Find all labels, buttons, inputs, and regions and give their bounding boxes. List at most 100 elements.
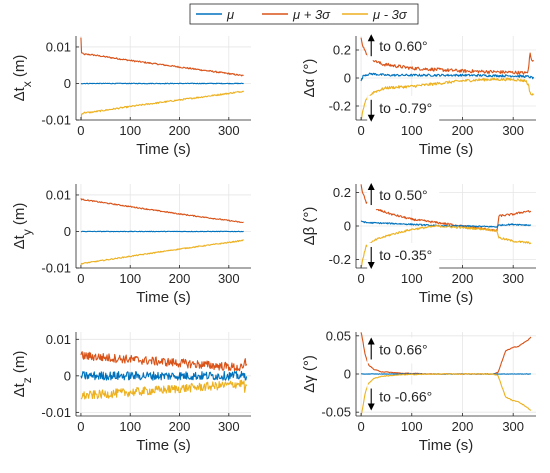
- annotation-text: to 0.50°: [379, 187, 427, 203]
- x-axis-label: Time (s): [136, 289, 190, 306]
- annotation-text: to -0.35°: [379, 247, 432, 263]
- series-group: [80, 351, 248, 400]
- y-tick-label: 0.01: [46, 187, 71, 202]
- annotation-text: to 0.66°: [379, 341, 427, 357]
- annotation-background: [367, 242, 440, 269]
- y-axis-label-unit: (°): [301, 207, 318, 227]
- annotation-up: to 0.50°: [367, 183, 440, 210]
- y-axis-label: Δty (m): [11, 203, 34, 250]
- x-tick-label: 200: [169, 271, 191, 286]
- panel-tz: 0 100 200 300 0.01 0 -0.01 Time (s) Δtz (m): [11, 332, 251, 454]
- y-tick-label: 0.2: [333, 43, 351, 58]
- x-tick-label: 200: [169, 419, 191, 434]
- annotation-background: [367, 337, 440, 364]
- x-tick-label: 200: [452, 123, 474, 138]
- x-tick-label: 200: [169, 123, 191, 138]
- x-tick-label: 200: [452, 419, 474, 434]
- annotation-background: [367, 183, 440, 210]
- x-tick-label: 300: [218, 419, 240, 434]
- annotation-down: to -0.66°: [367, 384, 440, 411]
- x-tick-label: 100: [119, 123, 141, 138]
- legend-box: [189, 3, 419, 25]
- series-mean: [80, 82, 244, 85]
- y-tick-label: -0.05: [321, 405, 351, 420]
- y-tick-label: -0.01: [41, 113, 71, 128]
- annotation-arrow-head: [367, 34, 375, 42]
- series-group: [360, 184, 532, 268]
- annotation-up: to 0.66°: [367, 337, 440, 364]
- series-group: [80, 37, 245, 120]
- y-axis-label: Δα (°): [301, 59, 318, 98]
- x-tick-label: 100: [119, 419, 141, 434]
- series-mean: [360, 72, 534, 82]
- y-tick-label: 0.05: [326, 328, 351, 343]
- y-tick-label: -0.01: [41, 261, 71, 276]
- legend-label-1: μ: [226, 7, 234, 22]
- series-upper: [360, 184, 532, 232]
- series-lower: [360, 77, 534, 120]
- annotation-arrow-head: [367, 183, 375, 191]
- y-axis-label-unit: (°): [301, 59, 318, 79]
- panel-beta: 0 100 200 300 0.2 0 -0.2 Time (s) Δβ (°) to 0.50°…: [301, 183, 536, 306]
- y-axis-label-symbol: Δγ: [301, 375, 318, 393]
- y-axis-label-symbol: Δα: [301, 78, 318, 97]
- x-tick-label: 0: [77, 419, 84, 434]
- y-tick-label: 0.2: [333, 185, 351, 200]
- x-axis-label: Time (s): [419, 141, 473, 158]
- x-axis-label: Time (s): [419, 289, 473, 306]
- x-tick-label: 300: [502, 271, 524, 286]
- y-axis-label: Δtz (m): [11, 351, 34, 398]
- annotation-arrow-head: [367, 114, 375, 122]
- legend-label-2: μ + 3σ: [292, 7, 331, 22]
- annotation-text: to -0.79°: [379, 100, 432, 116]
- legend: μ μ + 3σ μ - 3σ: [189, 3, 419, 25]
- annotation-up: to 0.60°: [367, 34, 440, 61]
- y-axis-label: Δtx (m): [11, 55, 34, 102]
- y-tick-label: 0: [64, 224, 71, 239]
- y-axis-label-subscript: z: [20, 377, 34, 383]
- panel-alpha: 0 100 200 300 0.2 0 -0.2 Time (s) Δα (°) to 0.60°…: [301, 34, 536, 158]
- y-tick-label: 0: [344, 219, 351, 234]
- x-tick-label: 100: [401, 123, 423, 138]
- x-axis-label: Time (s): [136, 437, 190, 454]
- series-lower: [360, 373, 532, 416]
- series-lower: [80, 90, 245, 120]
- series-lower: [80, 379, 248, 400]
- y-axis-label-symbol: Δβ: [301, 226, 318, 245]
- x-tick-label: 300: [218, 271, 240, 286]
- annotation-background: [367, 34, 440, 61]
- panel-ty: 0 100 200 300 0.01 0 -0.01 Time (s) Δty (m): [11, 184, 251, 306]
- annotation-arrow-head: [367, 403, 375, 411]
- y-tick-label: -0.01: [41, 405, 71, 420]
- y-tick-label: 0: [64, 368, 71, 383]
- series-group: [360, 37, 534, 120]
- y-tick-label: 0.01: [46, 332, 71, 347]
- y-tick-label: 0: [344, 367, 351, 382]
- y-axis-label-symbol: Δt: [11, 382, 28, 397]
- annotation-background: [367, 384, 440, 411]
- annotation-text: to -0.66°: [379, 389, 432, 405]
- x-tick-label: 100: [401, 419, 423, 434]
- series-upper: [80, 37, 244, 77]
- y-axis-label-subscript: y: [20, 229, 34, 235]
- series-upper: [360, 37, 534, 75]
- x-tick-label: 100: [401, 271, 423, 286]
- y-axis-label-symbol: Δt: [11, 234, 28, 249]
- annotation-background: [367, 95, 440, 122]
- x-tick-label: 0: [77, 123, 84, 138]
- x-tick-label: 300: [502, 123, 524, 138]
- x-tick-label: 100: [119, 271, 141, 286]
- y-axis-label-subscript: x: [20, 81, 34, 87]
- y-axis-label: Δβ (°): [301, 207, 318, 246]
- panel-gamma: 0 100 200 300 0.05 0 -0.05 Time (s) Δγ (°) to 0.6…: [301, 328, 536, 454]
- y-axis-label-unit: (m): [11, 55, 28, 82]
- series-upper: [80, 197, 244, 224]
- annotation-arrow-head: [367, 261, 375, 269]
- x-axis-label: Time (s): [136, 141, 190, 158]
- x-tick-label: 300: [218, 123, 240, 138]
- y-axis-label-unit: (°): [301, 355, 318, 375]
- x-tick-label: 0: [357, 419, 364, 434]
- y-tick-label: 0.01: [46, 39, 71, 54]
- series-upper: [80, 351, 248, 372]
